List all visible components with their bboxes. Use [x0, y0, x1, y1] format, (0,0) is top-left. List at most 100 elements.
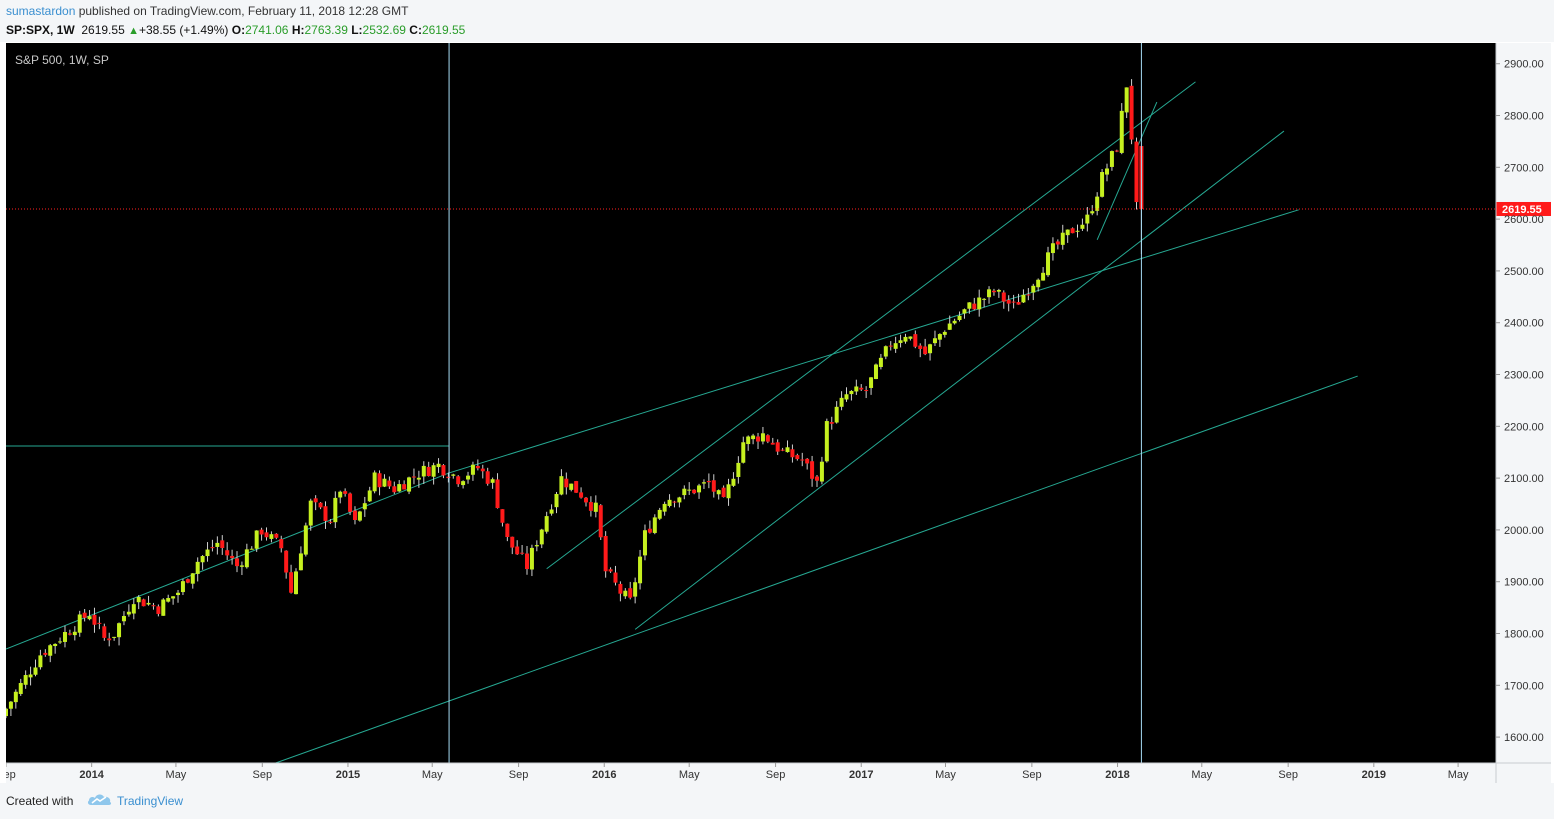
candle-up	[62, 632, 67, 642]
candle-down	[1070, 228, 1075, 234]
candle-down	[810, 461, 815, 479]
candle-down	[672, 501, 677, 503]
candle-up	[200, 556, 205, 563]
candle-down	[328, 521, 333, 523]
candle-up	[1109, 151, 1114, 167]
price-tick-label: 2800.00	[1504, 111, 1544, 123]
plot-area[interactable]	[6, 43, 1496, 763]
candle-up	[1050, 243, 1055, 254]
candle-up	[760, 433, 765, 442]
price-line-layer: 2619.55	[6, 201, 1551, 216]
candle-down	[706, 480, 711, 483]
candle-up	[1065, 229, 1070, 236]
tradingview-cloud-icon[interactable]	[87, 792, 113, 808]
created-with-label: Created with	[6, 794, 74, 808]
candle-up	[239, 565, 244, 567]
candle-up	[382, 478, 387, 487]
candle-up	[549, 509, 554, 514]
candle-down	[795, 455, 800, 460]
candle-up	[633, 582, 638, 597]
candle-up	[269, 534, 274, 539]
candle-up	[849, 390, 854, 395]
candle-up	[903, 336, 908, 342]
chart-container[interactable]: 2619.55 1600.00 1700.00 1800.00 1900.00 2000…	[6, 43, 1551, 783]
candle-up	[1090, 211, 1095, 214]
candle-up	[1104, 168, 1109, 175]
last-price-label: 2619.55	[1502, 204, 1542, 216]
candle-up	[333, 497, 338, 523]
footer: Created with TradingView	[0, 783, 1554, 819]
candle-down	[456, 476, 461, 485]
candle-up	[161, 599, 166, 616]
candle-up	[180, 581, 185, 593]
price-tick-label: 2300.00	[1504, 370, 1544, 382]
candle-down	[97, 622, 102, 624]
last-price: 2619.55	[81, 23, 125, 37]
candle-up	[23, 675, 28, 685]
candle-up	[539, 529, 544, 545]
trendline-layer	[6, 81, 1358, 764]
candle-up	[1085, 214, 1090, 224]
candle-up	[687, 489, 692, 491]
candle-up	[1095, 196, 1100, 211]
price-axis[interactable]: 1600.00 1700.00 1800.00 1900.00 2000.00 2100.…	[1496, 59, 1544, 744]
candle-up	[947, 323, 952, 330]
candle-up	[6, 708, 8, 717]
candle-up	[824, 421, 829, 462]
candle-up	[77, 614, 82, 633]
candle-up	[126, 611, 131, 615]
tradingview-brand-link[interactable]: TradingView	[117, 794, 184, 808]
candle-down	[225, 550, 230, 556]
symbol-label: SP:SPX, 1W	[6, 23, 75, 37]
candle-up	[72, 631, 77, 636]
candle-up	[657, 509, 662, 519]
candle-up	[967, 302, 972, 309]
candle-up	[893, 343, 898, 349]
candle-up	[667, 499, 672, 506]
low-value: 2532.69	[362, 23, 406, 37]
candle-down	[82, 612, 87, 618]
candle-down	[770, 442, 775, 445]
candle-up	[121, 616, 126, 622]
candle-down	[829, 422, 834, 424]
candle-up	[819, 461, 824, 482]
price-change: +38.55 (+1.49%)	[138, 23, 229, 37]
candle-down	[387, 480, 392, 487]
candle-up	[987, 289, 992, 298]
time-axis[interactable]: Sep 2014 May Sep 2015 May Sep 2016 May Sep 2017 May…	[6, 763, 1469, 781]
candle-up	[436, 463, 441, 468]
author-link[interactable]: sumastardon	[6, 4, 76, 18]
candle-up	[554, 493, 559, 508]
candle-up	[451, 474, 456, 476]
candle-down	[313, 498, 318, 503]
candle-down	[913, 334, 918, 347]
candle-up	[1060, 232, 1065, 245]
candle-down	[102, 626, 107, 638]
open-label: O:	[231, 23, 246, 37]
candle-up	[1075, 230, 1080, 232]
candle-up	[13, 691, 18, 703]
candle-up	[736, 462, 741, 477]
candle-down	[343, 491, 348, 494]
candle-down	[1134, 141, 1139, 203]
candle-up	[623, 590, 628, 597]
candle-up	[1021, 294, 1026, 303]
candle-down	[377, 473, 382, 488]
time-tick-label: Sep	[509, 769, 529, 781]
candle-down	[505, 523, 510, 538]
candle-down	[888, 345, 893, 347]
candle-up	[593, 502, 598, 512]
candlestick-chart[interactable]: 2619.55 1600.00 1700.00 1800.00 1900.00 2000…	[6, 43, 1551, 783]
candle-down	[1001, 292, 1006, 302]
candle-up	[466, 475, 471, 480]
candle-up	[33, 667, 38, 675]
candle-up	[898, 340, 903, 343]
candle-down	[525, 553, 530, 570]
candle-down	[711, 480, 716, 492]
price-tick-label: 2000.00	[1504, 525, 1544, 537]
candle-down	[859, 387, 864, 390]
price-tick-label: 1800.00	[1504, 629, 1544, 641]
candle-down	[210, 547, 215, 549]
candle-up	[731, 478, 736, 486]
candle-up	[844, 394, 849, 400]
